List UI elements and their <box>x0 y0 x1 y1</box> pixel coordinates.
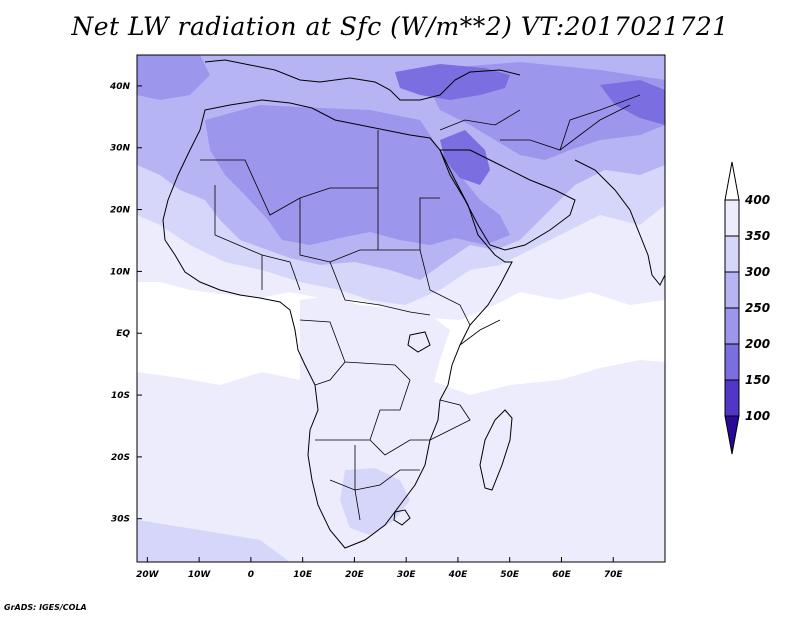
lon-tick-label: 0 <box>248 570 254 580</box>
lesotho <box>393 509 411 526</box>
lon-tick-label: 60E <box>552 570 572 580</box>
lon-tick-label: 20W <box>136 570 160 580</box>
arabia-coastline <box>439 149 576 251</box>
field-350-400-pacific-band <box>137 440 310 510</box>
colorbar-bin <box>724 235 740 273</box>
lat-tick-label: 30S <box>111 515 130 525</box>
field-200-250-atlantic <box>137 55 210 100</box>
colorbar-under-triangle <box>724 415 740 455</box>
lon-tick-label: 70E <box>604 570 624 580</box>
lon-tick-label: 30E <box>397 570 417 580</box>
lat-tick-label: 30N <box>110 144 131 154</box>
lat-tick-label: 20N <box>110 206 131 216</box>
colorbar-bin <box>724 379 740 417</box>
europe-coastline <box>204 59 521 101</box>
coastlines <box>162 59 665 549</box>
longitude-ticks: 20W 10W 0 10E 20E 30E 40E 50E 60E 70E <box>136 557 623 580</box>
lon-tick-label: 10W <box>188 570 212 580</box>
lon-tick-label: 40E <box>448 570 469 580</box>
credit-label: GrADS: IGES/COLA <box>4 603 87 612</box>
lon-tick-label: 10E <box>293 570 313 580</box>
colorbar-label: 100 <box>745 409 770 423</box>
lat-tick-label: 10N <box>110 267 131 277</box>
lat-tick-label: 20S <box>111 453 130 463</box>
colorbar-label: 150 <box>745 373 770 387</box>
field-350-400-east-band <box>440 410 665 510</box>
colorbar-label: 250 <box>745 301 770 315</box>
field-200-250-sahara <box>205 105 510 245</box>
lat-tick-label: EQ <box>116 329 130 339</box>
colorbar-bin <box>724 307 740 345</box>
colorbar: 400 350 300 250 200 150 100 <box>724 161 770 455</box>
lon-tick-label: 50E <box>500 570 520 580</box>
colorbar-bin <box>724 271 740 309</box>
lon-tick-label: 20E <box>345 570 365 580</box>
madagascar-coastline <box>479 409 513 491</box>
colorbar-bin <box>724 343 740 381</box>
india-coastline <box>574 159 665 286</box>
field-150-200-iran <box>600 80 665 125</box>
field-300-350-sw-corner <box>137 520 290 562</box>
lat-tick-label: 40N <box>109 82 131 92</box>
radiation-field <box>137 55 665 562</box>
colorbar-label: 350 <box>745 229 770 243</box>
lat-tick-label: 10S <box>111 391 130 401</box>
field-300-350-south-africa <box>340 468 410 535</box>
colorbar-label: 400 <box>744 193 770 207</box>
africa-coastline <box>162 99 513 549</box>
field-150-200-arabia <box>440 130 490 185</box>
colorbar-over-triangle <box>724 161 740 201</box>
colorbar-label: 200 <box>745 337 770 351</box>
plot-frame <box>136 54 666 563</box>
colorbar-label: 300 <box>745 265 770 279</box>
colorbar-bin <box>724 199 740 237</box>
map-title: Net LW radiation at Sfc (W/m**2) VT:2017… <box>71 12 729 41</box>
latitude-ticks: 40N 30N 20N 10N EQ 10S 20S 30S <box>109 82 142 525</box>
country-borders <box>200 94 641 521</box>
lake-victoria <box>407 331 431 353</box>
